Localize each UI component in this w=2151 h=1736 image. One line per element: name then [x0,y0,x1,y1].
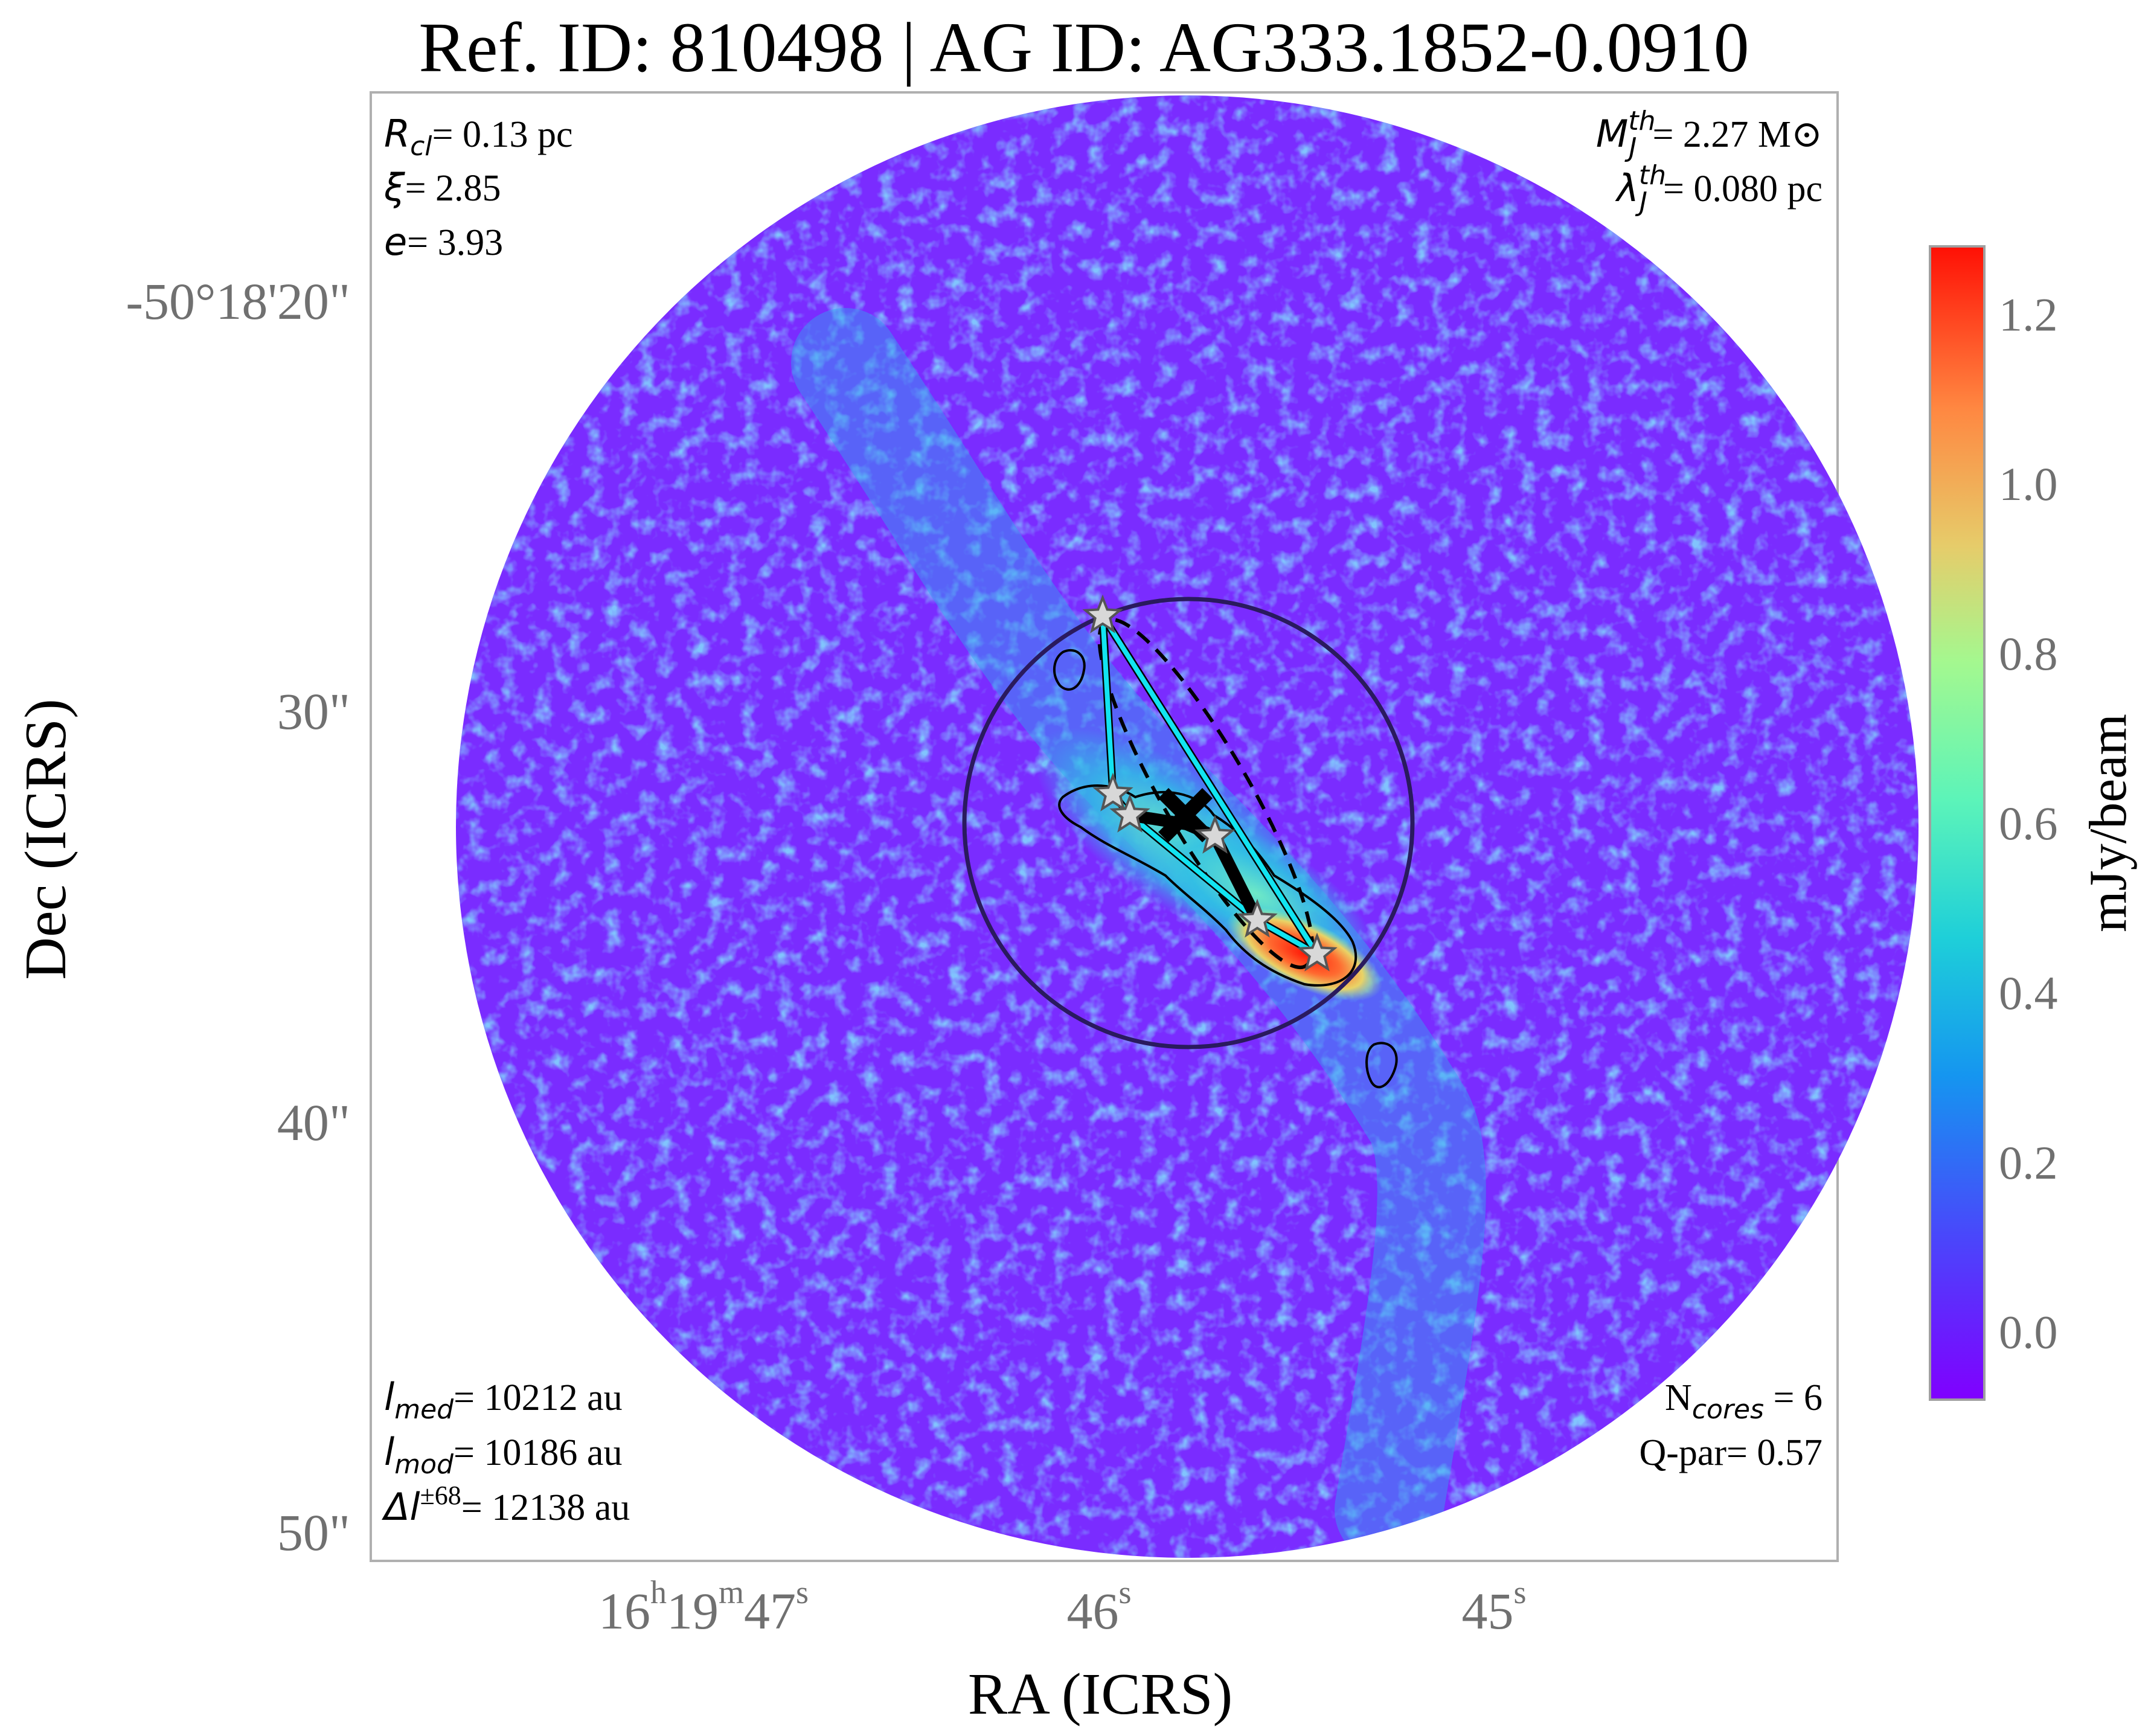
svg-text:Q-par= 0.57: Q-par= 0.57 [1639,1432,1822,1473]
colorbar: 0.0 0.2 0.4 0.6 0.8 1.0 1.2 mJy/beam [1929,245,2138,1401]
annotation-xi: ξ= 2.85 [383,165,501,210]
annotation-delta-l: Δl±68= 12138 au [382,1481,630,1529]
y-axis-label: Dec (ICRS) [13,699,79,979]
x-axis: 16h19m47s 46s 45s [598,1574,1527,1640]
colorbar-tick-label: 1.2 [1999,288,2058,341]
figure-title: Ref. ID: 810498 | AG ID: AG333.1852-0.09… [418,8,1749,87]
fit-ellipse [1097,617,1315,970]
svg-text:e= 3.93: e= 3.93 [384,220,503,264]
svg-text:ξ= 2.85: ξ= 2.85 [383,165,501,210]
svg-text:Rcl= 0.13 pc: Rcl= 0.13 pc [384,112,573,162]
colorbar-tick-label: 0.0 [1999,1306,2058,1359]
colorbar-label: mJy/beam [2079,714,2138,932]
y-tick-label: 40" [277,1094,350,1151]
contour-north [1053,649,1086,691]
star-icon [1109,793,1150,833]
colorbar-tick-label: 0.4 [1999,967,2058,1019]
star-icon [1092,772,1133,812]
y-tick-label: -50°18'20" [126,272,350,330]
x-tick-label: 16h19m47s [598,1574,809,1640]
colorbar-ticks: 0.0 0.2 0.4 0.6 0.8 1.0 1.2 [1999,288,2058,1358]
y-tick-label: 50" [277,1504,350,1561]
svg-text:lmod= 10186 au: lmod= 10186 au [384,1430,622,1480]
annotation-q-par: Q-par= 0.57 [1639,1432,1822,1473]
annotation-n-cores: Ncores = 6 [1665,1377,1822,1425]
x-tick-label: 45s [1461,1574,1526,1640]
star-icon [1194,815,1236,854]
cluster-radius-circle [962,597,1415,1049]
mst-edges-cyan [1100,613,1319,956]
annotation-e: e= 3.93 [384,220,503,264]
svg-text:Ncores = 6: Ncores = 6 [1665,1377,1822,1425]
colorbar-gradient [1929,245,1986,1401]
colorbar-tick-label: 0.2 [1999,1136,2058,1189]
x-axis-label: RA (ICRS) [968,1662,1233,1727]
core-markers [1082,594,1338,972]
contour-main [1058,784,1358,987]
contour-east [1365,1042,1398,1089]
svg-text:lmed= 10212 au: lmed= 10212 au [384,1375,623,1425]
colorbar-tick-label: 0.8 [1999,627,2058,680]
y-tick-label: 30" [277,682,350,740]
colorbar-tick-label: 0.6 [1999,797,2058,850]
x-icon [1158,788,1213,842]
star-icon [1237,898,1278,938]
annotation-l-med: lmed= 10212 au [384,1375,623,1425]
y-axis: -50°18'20" 30" 40" 50" [126,272,350,1561]
star-icon [1082,594,1123,633]
annotation-l-mod: lmod= 10186 au [384,1430,622,1480]
annotation-jeans-mass: Mth J = 2.27 M⊙ [1596,106,1822,163]
annotation-r-cl: Rcl= 0.13 pc [384,112,573,162]
star-icon [1297,932,1338,972]
colorbar-tick-label: 1.0 [1999,458,2058,510]
svg-text:Δl±68= 12138 au: Δl±68= 12138 au [382,1481,630,1529]
annotation-jeans-length: λth J = 0.080 pc [1615,160,1822,217]
x-tick-label: 46s [1066,1574,1131,1640]
